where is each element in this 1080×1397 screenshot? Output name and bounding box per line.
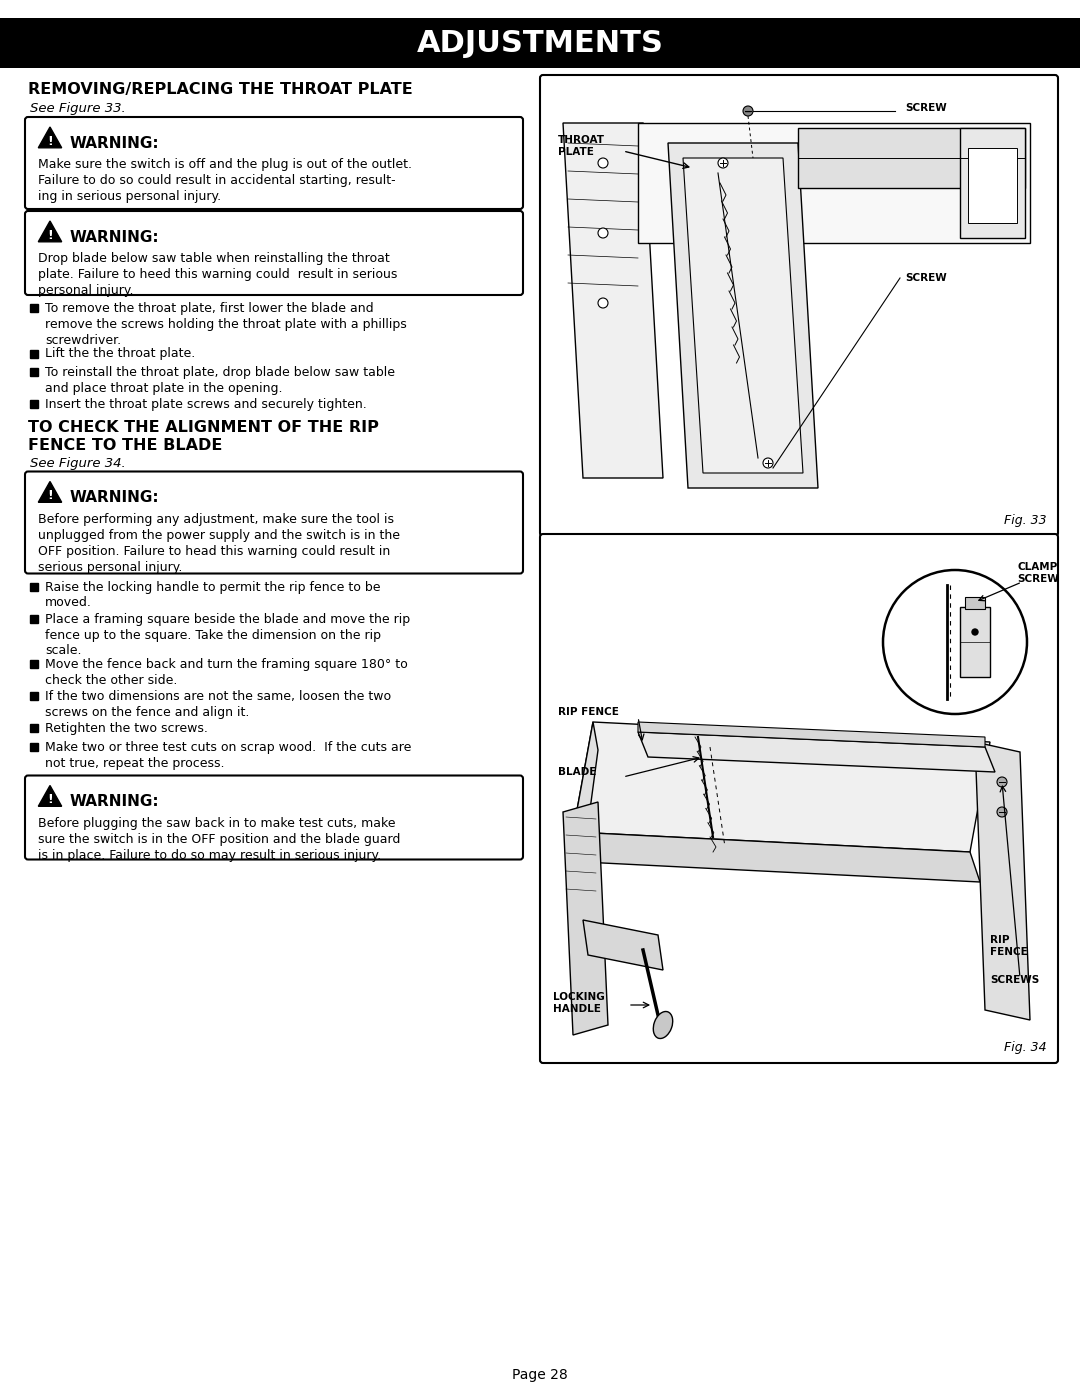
Text: Drop blade below saw table when reinstalling the throat
plate. Failure to heed t: Drop blade below saw table when reinstal… <box>38 251 397 298</box>
Polygon shape <box>573 722 598 862</box>
Polygon shape <box>573 722 990 852</box>
Text: THROAT
PLATE: THROAT PLATE <box>558 136 605 156</box>
Circle shape <box>997 807 1007 817</box>
Polygon shape <box>38 482 62 503</box>
Bar <box>0 18 1080 68</box>
Bar <box>30 400 38 408</box>
Text: CLAMP
SCREW: CLAMP SCREW <box>1017 562 1058 584</box>
Text: Make two or three test cuts on scrap wood.  If the cuts are
not true, repeat the: Make two or three test cuts on scrap woo… <box>45 740 411 770</box>
Polygon shape <box>38 127 62 148</box>
Bar <box>960 608 990 678</box>
FancyBboxPatch shape <box>25 775 523 859</box>
Circle shape <box>598 298 608 307</box>
FancyBboxPatch shape <box>25 472 523 574</box>
Bar <box>30 367 38 376</box>
Text: Before performing any adjustment, make sure the tool is
unplugged from the power: Before performing any adjustment, make s… <box>38 513 400 574</box>
Bar <box>966 597 985 609</box>
Circle shape <box>883 570 1027 714</box>
Polygon shape <box>638 123 1030 243</box>
Text: Raise the locking handle to permit the rip fence to be
moved.: Raise the locking handle to permit the r… <box>45 581 380 609</box>
Text: If the two dimensions are not the same, loosen the two
screws on the fence and a: If the two dimensions are not the same, … <box>45 690 391 719</box>
Text: Retighten the two screws.: Retighten the two screws. <box>45 722 207 735</box>
Text: Insert the throat plate screws and securely tighten.: Insert the throat plate screws and secur… <box>45 398 367 411</box>
Text: BLADE: BLADE <box>558 767 596 777</box>
Circle shape <box>718 158 728 168</box>
Circle shape <box>762 458 773 468</box>
Text: !: ! <box>48 229 53 242</box>
Text: WARNING:: WARNING: <box>70 795 160 809</box>
Text: Make sure the switch is off and the plug is out of the outlet.
Failure to do so : Make sure the switch is off and the plug… <box>38 158 411 203</box>
Text: RIP FENCE: RIP FENCE <box>558 707 619 717</box>
Polygon shape <box>583 921 663 970</box>
Circle shape <box>598 158 608 168</box>
Text: To remove the throat plate, first lower the blade and
remove the screws holding : To remove the throat plate, first lower … <box>45 302 407 346</box>
Bar <box>30 742 38 750</box>
Polygon shape <box>638 732 995 773</box>
Text: Fig. 34: Fig. 34 <box>1004 1041 1047 1053</box>
Polygon shape <box>573 833 980 882</box>
Text: See Figure 33.: See Figure 33. <box>30 102 125 115</box>
Text: Fig. 33: Fig. 33 <box>1004 514 1047 527</box>
Bar <box>30 615 38 623</box>
Text: Lift the the throat plate.: Lift the the throat plate. <box>45 348 195 360</box>
Polygon shape <box>683 158 804 474</box>
Text: Before plugging the saw back in to make test cuts, make
sure the switch is in th: Before plugging the saw back in to make … <box>38 816 401 862</box>
Bar <box>30 724 38 732</box>
Polygon shape <box>975 742 1030 1020</box>
Text: REMOVING/REPLACING THE THROAT PLATE: REMOVING/REPLACING THE THROAT PLATE <box>28 82 413 96</box>
Polygon shape <box>638 722 985 747</box>
Polygon shape <box>38 785 62 806</box>
Text: RIP
FENCE: RIP FENCE <box>990 935 1028 957</box>
Polygon shape <box>669 142 818 488</box>
Polygon shape <box>968 148 1017 224</box>
Text: WARNING:: WARNING: <box>70 136 160 151</box>
Text: WARNING:: WARNING: <box>70 231 160 244</box>
Text: To reinstall the throat plate, drop blade below saw table
and place throat plate: To reinstall the throat plate, drop blad… <box>45 366 395 395</box>
Text: WARNING:: WARNING: <box>70 490 160 506</box>
Polygon shape <box>38 221 62 242</box>
Polygon shape <box>960 129 1025 237</box>
Bar <box>30 583 38 591</box>
Bar <box>30 349 38 358</box>
Text: !: ! <box>48 489 53 503</box>
Polygon shape <box>798 129 1025 189</box>
Circle shape <box>598 228 608 237</box>
FancyBboxPatch shape <box>25 211 523 295</box>
Text: Page 28: Page 28 <box>512 1368 568 1382</box>
Ellipse shape <box>653 1011 673 1038</box>
FancyBboxPatch shape <box>540 534 1058 1063</box>
Bar <box>30 659 38 668</box>
Text: ADJUSTMENTS: ADJUSTMENTS <box>417 28 663 57</box>
Text: !: ! <box>48 793 53 806</box>
Text: SCREWS: SCREWS <box>990 975 1039 985</box>
Text: Place a framing square beside the blade and move the rip
fence up to the square.: Place a framing square beside the blade … <box>45 612 410 658</box>
Bar <box>30 305 38 312</box>
Bar <box>30 692 38 700</box>
Text: !: ! <box>48 134 53 148</box>
FancyBboxPatch shape <box>25 117 523 210</box>
Circle shape <box>997 777 1007 787</box>
Text: See Figure 34.: See Figure 34. <box>30 457 125 469</box>
Polygon shape <box>563 802 608 1035</box>
Circle shape <box>972 629 978 636</box>
FancyBboxPatch shape <box>540 75 1058 536</box>
Text: Move the fence back and turn the framing square 180° to
check the other side.: Move the fence back and turn the framing… <box>45 658 408 687</box>
Circle shape <box>743 106 753 116</box>
Text: SCREW: SCREW <box>905 272 947 284</box>
Text: FENCE TO THE BLADE: FENCE TO THE BLADE <box>28 439 222 454</box>
Polygon shape <box>563 123 663 478</box>
Text: SCREW: SCREW <box>905 103 947 113</box>
Text: TO CHECK THE ALIGNMENT OF THE RIP: TO CHECK THE ALIGNMENT OF THE RIP <box>28 420 379 436</box>
Text: LOCKING
HANDLE: LOCKING HANDLE <box>553 992 605 1014</box>
